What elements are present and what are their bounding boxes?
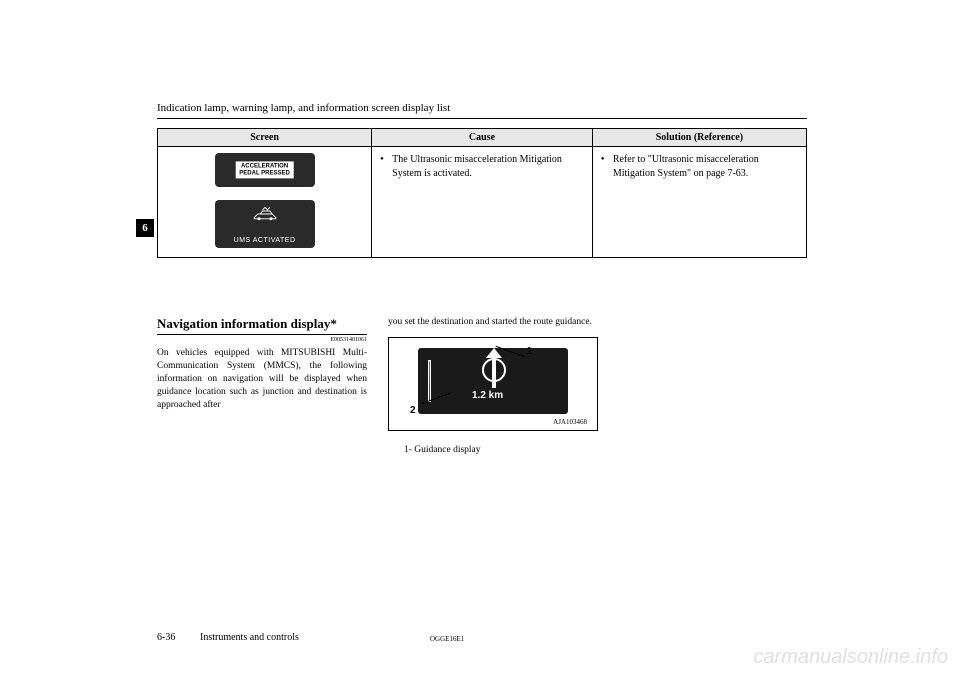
figure-box: 1.2 km 1 2 AJA103468 — [388, 337, 598, 431]
chapter-tab: 6 — [136, 219, 154, 237]
solution-text: Refer to "Ultrasonic misacceleration Mit… — [601, 153, 798, 180]
cause-text: The Ultrasonic misacceleration Mitigatio… — [380, 153, 584, 180]
cell-solution: Refer to "Ultrasonic misacceleration Mit… — [592, 147, 806, 258]
footer-page-number: 6-36 — [157, 632, 175, 643]
badge-ums-text: UMS ACTIVATED — [215, 237, 315, 244]
footer-section-name: Instruments and controls — [200, 632, 299, 643]
nav-distance: 1.2 km — [472, 390, 503, 401]
column-2: you set the destination and started the … — [388, 316, 598, 455]
figure-legend: 1- Guidance display — [388, 445, 598, 455]
warning-table: Screen Cause Solution (Reference) ACCELE… — [157, 128, 807, 258]
nav-display: 1.2 km 1 2 — [418, 348, 568, 414]
cell-cause: The Ultrasonic misacceleration Mitigatio… — [372, 147, 593, 258]
badge-acceleration-text: ACCELERATION PEDAL PRESSED — [235, 161, 294, 178]
page-header: Indication lamp, warning lamp, and infor… — [157, 102, 450, 114]
document-id: E00531401061 — [157, 337, 367, 343]
para-1: On vehicles equipped with MITSUBISHI Mul… — [157, 347, 367, 411]
cell-screen: ACCELERATION PEDAL PRESSED — [158, 147, 372, 258]
badge1-line1: ACCELERATION — [241, 163, 288, 169]
col-header-screen: Screen — [158, 129, 372, 147]
nav-arrow-head-icon — [486, 348, 502, 358]
nav-scale-icon — [428, 360, 431, 402]
callout-2: 2 — [410, 405, 416, 416]
nav-arrow-circle-icon — [482, 358, 506, 382]
column-1: Navigation information display* E0053140… — [157, 316, 367, 411]
main-table: Screen Cause Solution (Reference) ACCELE… — [157, 128, 807, 258]
footer-code: OGGE16E1 — [430, 635, 464, 643]
col-header-cause: Cause — [372, 129, 593, 147]
para-2: you set the destination and started the … — [388, 316, 598, 329]
badge-acceleration: ACCELERATION PEDAL PRESSED — [215, 153, 315, 187]
col-header-solution: Solution (Reference) — [592, 129, 806, 147]
figure-id: AJA103468 — [399, 418, 587, 426]
header-rule — [157, 118, 807, 119]
watermark: carmanualsonline.info — [753, 646, 948, 669]
ums-car-icon — [215, 206, 315, 225]
badge1-line2: PEDAL PRESSED — [239, 170, 290, 176]
badge-ums: UMS ACTIVATED — [215, 200, 315, 248]
section-title: Navigation information display* — [157, 316, 367, 335]
callout-1: 1 — [526, 346, 532, 357]
